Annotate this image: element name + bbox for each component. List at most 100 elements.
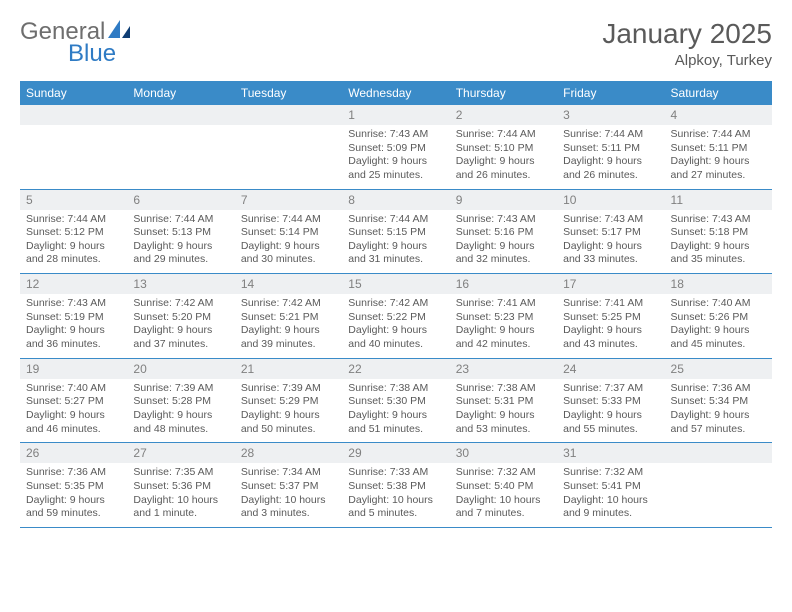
- day-number: 22: [342, 359, 449, 379]
- day-details: Sunrise: 7:36 AMSunset: 5:34 PMDaylight:…: [665, 379, 772, 443]
- daylight-text: Daylight: 9 hours and 50 minutes.: [241, 409, 336, 436]
- calendar-day-cell: 7Sunrise: 7:44 AMSunset: 5:14 PMDaylight…: [235, 189, 342, 274]
- calendar-day-cell: [127, 105, 234, 189]
- sunset-text: Sunset: 5:09 PM: [348, 142, 443, 156]
- sunrise-text: Sunrise: 7:41 AM: [563, 297, 658, 311]
- calendar-week-row: 19Sunrise: 7:40 AMSunset: 5:27 PMDayligh…: [20, 358, 772, 443]
- day-details: Sunrise: 7:43 AMSunset: 5:18 PMDaylight:…: [665, 210, 772, 274]
- sunset-text: Sunset: 5:11 PM: [671, 142, 766, 156]
- header: General Blue January 2025 Alpkoy, Turkey: [20, 18, 772, 69]
- sunrise-text: Sunrise: 7:42 AM: [133, 297, 228, 311]
- daylight-text: Daylight: 9 hours and 40 minutes.: [348, 324, 443, 351]
- sunrise-text: Sunrise: 7:33 AM: [348, 466, 443, 480]
- sunset-text: Sunset: 5:37 PM: [241, 480, 336, 494]
- col-tuesday: Tuesday: [235, 81, 342, 105]
- sunset-text: Sunset: 5:27 PM: [26, 395, 121, 409]
- calendar-day-cell: 3Sunrise: 7:44 AMSunset: 5:11 PMDaylight…: [557, 105, 664, 189]
- day-details: Sunrise: 7:35 AMSunset: 5:36 PMDaylight:…: [127, 463, 234, 527]
- daylight-text: Daylight: 9 hours and 43 minutes.: [563, 324, 658, 351]
- day-details: Sunrise: 7:41 AMSunset: 5:23 PMDaylight:…: [450, 294, 557, 358]
- day-details: Sunrise: 7:38 AMSunset: 5:31 PMDaylight:…: [450, 379, 557, 443]
- daylight-text: Daylight: 9 hours and 35 minutes.: [671, 240, 766, 267]
- sunrise-text: Sunrise: 7:44 AM: [456, 128, 551, 142]
- sunrise-text: Sunrise: 7:38 AM: [348, 382, 443, 396]
- day-details: Sunrise: 7:43 AMSunset: 5:16 PMDaylight:…: [450, 210, 557, 274]
- day-number: [235, 105, 342, 125]
- calendar-day-cell: 30Sunrise: 7:32 AMSunset: 5:40 PMDayligh…: [450, 443, 557, 528]
- sunset-text: Sunset: 5:18 PM: [671, 226, 766, 240]
- calendar-week-row: 1Sunrise: 7:43 AMSunset: 5:09 PMDaylight…: [20, 105, 772, 189]
- day-details: Sunrise: 7:43 AMSunset: 5:17 PMDaylight:…: [557, 210, 664, 274]
- sunrise-text: Sunrise: 7:34 AM: [241, 466, 336, 480]
- calendar-day-cell: [20, 105, 127, 189]
- calendar-day-cell: 22Sunrise: 7:38 AMSunset: 5:30 PMDayligh…: [342, 358, 449, 443]
- daylight-text: Daylight: 9 hours and 46 minutes.: [26, 409, 121, 436]
- sunrise-text: Sunrise: 7:43 AM: [671, 213, 766, 227]
- col-sunday: Sunday: [20, 81, 127, 105]
- day-details: Sunrise: 7:44 AMSunset: 5:11 PMDaylight:…: [665, 125, 772, 189]
- sunset-text: Sunset: 5:10 PM: [456, 142, 551, 156]
- page-title: January 2025: [602, 18, 772, 50]
- sunrise-text: Sunrise: 7:40 AM: [671, 297, 766, 311]
- daylight-text: Daylight: 9 hours and 45 minutes.: [671, 324, 766, 351]
- day-number: 8: [342, 190, 449, 210]
- day-details: [665, 463, 772, 521]
- day-details: Sunrise: 7:43 AMSunset: 5:09 PMDaylight:…: [342, 125, 449, 189]
- sunrise-text: Sunrise: 7:32 AM: [563, 466, 658, 480]
- sunset-text: Sunset: 5:12 PM: [26, 226, 121, 240]
- calendar-day-cell: 25Sunrise: 7:36 AMSunset: 5:34 PMDayligh…: [665, 358, 772, 443]
- day-number: 6: [127, 190, 234, 210]
- sunrise-text: Sunrise: 7:32 AM: [456, 466, 551, 480]
- day-details: Sunrise: 7:39 AMSunset: 5:28 PMDaylight:…: [127, 379, 234, 443]
- location-subtitle: Alpkoy, Turkey: [602, 52, 772, 69]
- sunset-text: Sunset: 5:21 PM: [241, 311, 336, 325]
- day-number: 2: [450, 105, 557, 125]
- calendar-day-cell: 26Sunrise: 7:36 AMSunset: 5:35 PMDayligh…: [20, 443, 127, 528]
- day-details: Sunrise: 7:42 AMSunset: 5:22 PMDaylight:…: [342, 294, 449, 358]
- daylight-text: Daylight: 9 hours and 48 minutes.: [133, 409, 228, 436]
- day-number: 25: [665, 359, 772, 379]
- day-details: Sunrise: 7:44 AMSunset: 5:14 PMDaylight:…: [235, 210, 342, 274]
- sunset-text: Sunset: 5:23 PM: [456, 311, 551, 325]
- day-number: 20: [127, 359, 234, 379]
- daylight-text: Daylight: 10 hours and 1 minute.: [133, 494, 228, 521]
- sunset-text: Sunset: 5:36 PM: [133, 480, 228, 494]
- calendar-day-cell: 6Sunrise: 7:44 AMSunset: 5:13 PMDaylight…: [127, 189, 234, 274]
- day-details: Sunrise: 7:36 AMSunset: 5:35 PMDaylight:…: [20, 463, 127, 527]
- sunset-text: Sunset: 5:14 PM: [241, 226, 336, 240]
- calendar-day-cell: 5Sunrise: 7:44 AMSunset: 5:12 PMDaylight…: [20, 189, 127, 274]
- daylight-text: Daylight: 9 hours and 28 minutes.: [26, 240, 121, 267]
- calendar-day-cell: 23Sunrise: 7:38 AMSunset: 5:31 PMDayligh…: [450, 358, 557, 443]
- day-number: 31: [557, 443, 664, 463]
- day-details: Sunrise: 7:44 AMSunset: 5:13 PMDaylight:…: [127, 210, 234, 274]
- daylight-text: Daylight: 10 hours and 5 minutes.: [348, 494, 443, 521]
- sunrise-text: Sunrise: 7:44 AM: [671, 128, 766, 142]
- calendar-day-cell: 19Sunrise: 7:40 AMSunset: 5:27 PMDayligh…: [20, 358, 127, 443]
- sunset-text: Sunset: 5:38 PM: [348, 480, 443, 494]
- daylight-text: Daylight: 9 hours and 53 minutes.: [456, 409, 551, 436]
- day-number: 19: [20, 359, 127, 379]
- daylight-text: Daylight: 9 hours and 51 minutes.: [348, 409, 443, 436]
- calendar-week-row: 12Sunrise: 7:43 AMSunset: 5:19 PMDayligh…: [20, 274, 772, 359]
- day-number: 1: [342, 105, 449, 125]
- sunset-text: Sunset: 5:26 PM: [671, 311, 766, 325]
- sunset-text: Sunset: 5:13 PM: [133, 226, 228, 240]
- sunrise-text: Sunrise: 7:36 AM: [26, 466, 121, 480]
- daylight-text: Daylight: 9 hours and 29 minutes.: [133, 240, 228, 267]
- col-saturday: Saturday: [665, 81, 772, 105]
- day-number: 3: [557, 105, 664, 125]
- sunrise-text: Sunrise: 7:36 AM: [671, 382, 766, 396]
- day-details: Sunrise: 7:39 AMSunset: 5:29 PMDaylight:…: [235, 379, 342, 443]
- day-number: 26: [20, 443, 127, 463]
- daylight-text: Daylight: 9 hours and 36 minutes.: [26, 324, 121, 351]
- sunset-text: Sunset: 5:11 PM: [563, 142, 658, 156]
- daylight-text: Daylight: 9 hours and 59 minutes.: [26, 494, 121, 521]
- sunrise-text: Sunrise: 7:38 AM: [456, 382, 551, 396]
- calendar-day-cell: 4Sunrise: 7:44 AMSunset: 5:11 PMDaylight…: [665, 105, 772, 189]
- day-details: Sunrise: 7:42 AMSunset: 5:21 PMDaylight:…: [235, 294, 342, 358]
- day-number: 7: [235, 190, 342, 210]
- calendar-day-cell: 11Sunrise: 7:43 AMSunset: 5:18 PMDayligh…: [665, 189, 772, 274]
- sunset-text: Sunset: 5:17 PM: [563, 226, 658, 240]
- day-details: [127, 125, 234, 183]
- day-number: 13: [127, 274, 234, 294]
